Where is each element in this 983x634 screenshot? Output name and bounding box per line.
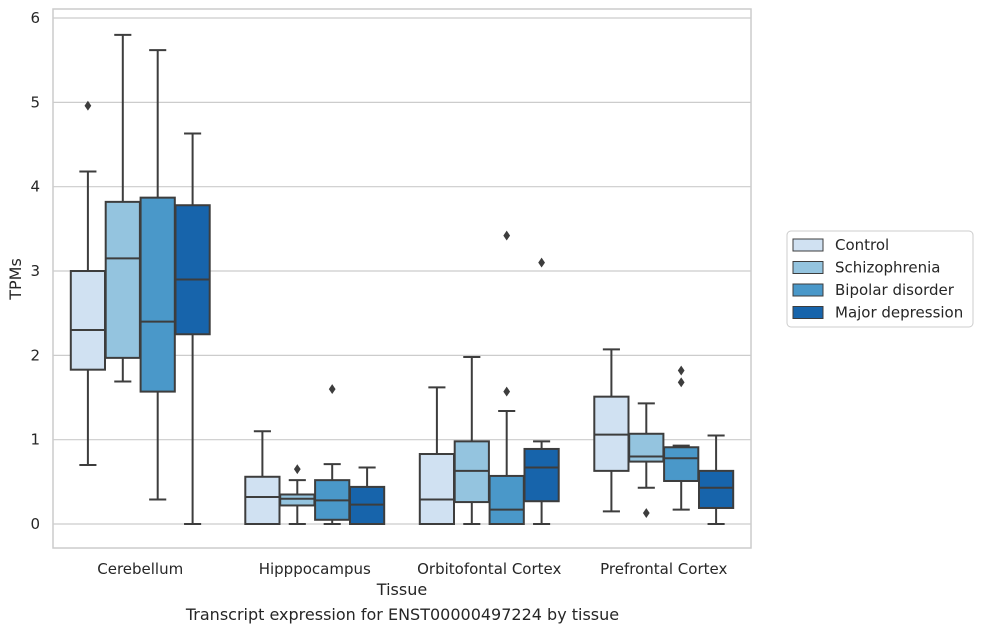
y-tick-label: 0 [30, 515, 40, 533]
legend-label: Schizophrenia [835, 259, 940, 277]
legend-label: Major depression [835, 304, 963, 322]
box [663, 365, 700, 511]
outlier-point [642, 508, 650, 518]
legend-swatch [792, 283, 824, 297]
box [104, 33, 141, 383]
box [348, 466, 386, 526]
box-body [523, 447, 560, 503]
legend: Control Schizophrenia Bipolar disorder Majo… [786, 230, 974, 328]
box [418, 386, 456, 525]
box [279, 464, 316, 525]
outlier-point [503, 386, 511, 397]
legend-swatch [792, 306, 824, 319]
box [593, 348, 630, 513]
series-schizophrenia [104, 33, 665, 525]
box [488, 230, 525, 525]
x-axis-ticks: Cerebellum Hipppocampus Orbitofontal Corte… [97, 560, 727, 578]
box-body [104, 200, 141, 359]
y-tick-label: 1 [30, 431, 40, 449]
box [697, 434, 735, 525]
legend-swatch [792, 238, 824, 252]
outlier-point [677, 365, 685, 376]
outlier-point [538, 257, 545, 268]
box [314, 384, 351, 525]
series-bipolar-disorder [139, 49, 700, 525]
chart-caption: Transcript expression for ENST0000049722… [185, 605, 620, 624]
outlier-point [293, 464, 301, 475]
box [453, 356, 490, 525]
plot-area-frame [52, 8, 752, 549]
outlier-point [84, 100, 92, 111]
box-series [69, 33, 735, 526]
y-tick-label: 6 [30, 9, 40, 27]
box [139, 49, 176, 501]
y-tick-label: 2 [30, 346, 40, 364]
box-body [279, 493, 316, 507]
legend-frame [786, 230, 974, 328]
legend-label: Bipolar disorder [835, 281, 955, 299]
box-body [244, 475, 281, 526]
outlier-point [677, 377, 685, 388]
x-tick-label: Orbitofontal Cortex [417, 560, 561, 578]
legend-swatch [792, 261, 824, 274]
x-tick-label: Hipppocampus [259, 560, 371, 578]
box-body [697, 469, 735, 509]
x-tick-label: Prefrontal Cortex [600, 560, 727, 578]
box-body [139, 196, 176, 393]
box [523, 257, 560, 525]
box-body [663, 446, 700, 482]
x-axis-label: Tissue [376, 580, 427, 599]
box [244, 430, 281, 526]
box [174, 132, 211, 525]
y-tick-label: 4 [30, 178, 40, 196]
legend-label: Control [835, 236, 889, 254]
box-body [174, 204, 211, 336]
box [628, 402, 665, 518]
box-body [488, 474, 525, 525]
outlier-point [503, 230, 511, 241]
box-body [418, 453, 456, 525]
y-axis-ticks: 0 1 2 3 4 5 6 [30, 9, 40, 533]
box [69, 100, 107, 466]
x-tick-label: Cerebellum [97, 560, 183, 578]
y-tick-label: 3 [30, 262, 40, 280]
series-control [69, 100, 630, 526]
y-tick-label: 5 [30, 93, 40, 111]
box-body [69, 270, 107, 371]
series-major-depression [174, 132, 735, 526]
outlier-point [328, 384, 336, 395]
y-axis-label: TPMs [6, 258, 25, 301]
